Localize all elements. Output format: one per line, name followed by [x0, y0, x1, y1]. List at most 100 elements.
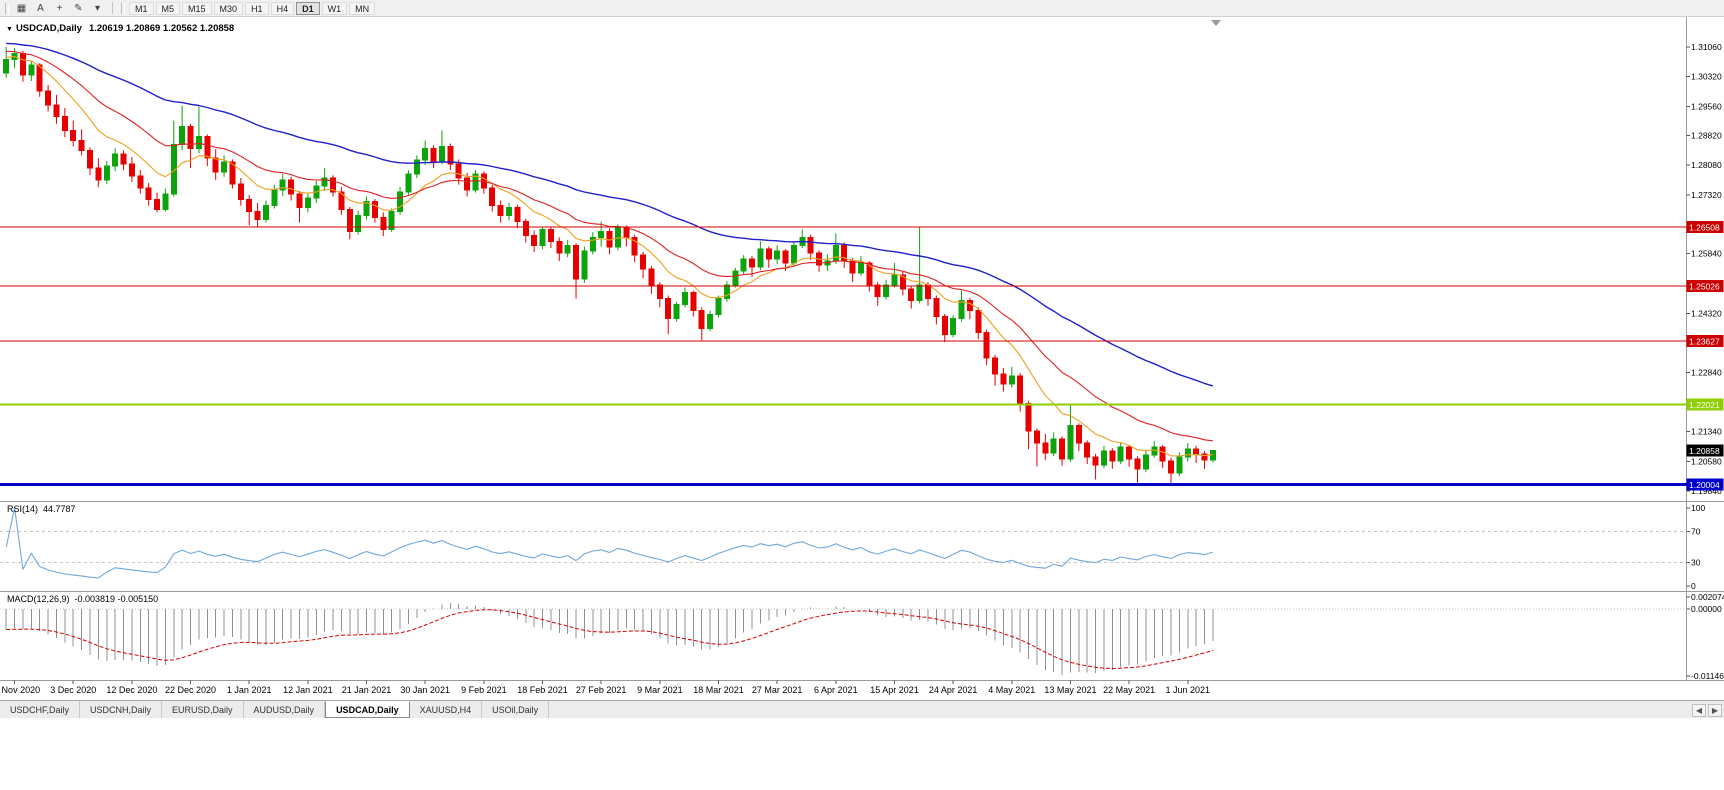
- macd-name: MACD(12,26,9): [7, 594, 70, 604]
- pencil-tool-button[interactable]: ✎: [74, 3, 83, 14]
- svg-text:1.20858: 1.20858: [1689, 446, 1720, 456]
- svg-text:4 May 2021: 4 May 2021: [988, 685, 1035, 695]
- timeframes-group: M1 M5 M15 M30 H1 H4 D1 W1 MN: [128, 1, 376, 15]
- rsi-name: RSI(14): [7, 504, 39, 514]
- svg-text:1.28080: 1.28080: [1691, 160, 1722, 170]
- svg-text:1.20580: 1.20580: [1691, 457, 1722, 467]
- svg-text:15 Apr 2021: 15 Apr 2021: [870, 685, 919, 695]
- chart-ohlc-values: 1.20619 1.20869 1.20562 1.20858: [88, 23, 235, 34]
- timeframe-button-m15[interactable]: M15: [182, 1, 212, 15]
- svg-text:1 Jan 2021: 1 Jan 2021: [227, 685, 272, 695]
- svg-text:1.30320: 1.30320: [1691, 71, 1722, 81]
- chart-window-icon[interactable]: ▦: [16, 3, 27, 14]
- svg-text:1.25840: 1.25840: [1691, 249, 1722, 259]
- svg-text:1 Jun 2021: 1 Jun 2021: [1165, 685, 1210, 695]
- svg-text:1.22840: 1.22840: [1691, 367, 1722, 377]
- svg-text:24 Apr 2021: 24 Apr 2021: [929, 685, 978, 695]
- timeframe-button-h4[interactable]: H4: [270, 1, 295, 15]
- svg-text:1.19840: 1.19840: [1691, 486, 1722, 496]
- chart-tab-usdcnh-daily[interactable]: USDCNH,Daily: [80, 701, 163, 718]
- moving-average-lines: [6, 42, 1214, 457]
- chart-symbol-label: USDCAD,Daily: [15, 23, 82, 34]
- svg-text:18 Mar 2021: 18 Mar 2021: [693, 685, 744, 695]
- tab-scroll-left-button[interactable]: ◀: [1692, 703, 1706, 717]
- price-axis: 1.31060 1.30320 1.29560 1.28820 1.28080 1.273…: [1686, 42, 1722, 496]
- chart-tabs: USDCHF,Daily USDCNH,Daily EURUSD,Daily AUDU…: [0, 701, 550, 718]
- candlestick-series: [3, 47, 1216, 484]
- chart-shift-marker: [1211, 20, 1221, 26]
- svg-text:27 Feb 2021: 27 Feb 2021: [576, 685, 627, 695]
- chart-tab-eurusd-daily[interactable]: EURUSD,Daily: [162, 701, 244, 718]
- svg-text:9 Feb 2021: 9 Feb 2021: [461, 685, 507, 695]
- crosshair-button[interactable]: +: [56, 3, 63, 14]
- svg-text:24 Nov 2020: 24 Nov 2020: [0, 685, 40, 695]
- svg-text:1.21340: 1.21340: [1691, 427, 1722, 437]
- svg-text:13 May 2021: 13 May 2021: [1044, 685, 1096, 695]
- chart-tab-usdchf-daily[interactable]: USDCHF,Daily: [0, 701, 81, 718]
- svg-text:0.00000: 0.00000: [1691, 604, 1722, 614]
- rsi-indicator-label: RSI(14) 44.7787: [7, 504, 76, 514]
- svg-text:1.28820: 1.28820: [1691, 131, 1722, 141]
- timeframe-button-w1[interactable]: W1: [321, 1, 348, 15]
- macd-indicator-label: MACD(12,26,9) -0.003819 -0.005150: [7, 594, 158, 604]
- svg-text:30 Jan 2021: 30 Jan 2021: [400, 685, 450, 695]
- svg-text:27 Mar 2021: 27 Mar 2021: [752, 685, 803, 695]
- toolbar-grip[interactable]: [5, 2, 9, 14]
- timeframe-button-m30[interactable]: M30: [213, 1, 244, 15]
- svg-text:1.22021: 1.22021: [1689, 400, 1720, 410]
- svg-text:1.26508: 1.26508: [1689, 223, 1720, 233]
- svg-text:1.20004: 1.20004: [1689, 480, 1720, 490]
- chart-collapse-icon[interactable]: ▼: [6, 26, 13, 33]
- svg-text:1.23627: 1.23627: [1689, 337, 1720, 347]
- svg-text:0.002074: 0.002074: [1691, 592, 1724, 602]
- time-axis: 24 Nov 2020 3 Dec 2020 12 Dec 2020 22 Dec 2…: [0, 680, 1210, 695]
- price-chart-canvas[interactable]: 1.31060 1.30320 1.29560 1.28820 1.28080 1.273…: [0, 17, 1724, 700]
- svg-text:1.25026: 1.25026: [1689, 281, 1720, 291]
- svg-text:1.29560: 1.29560: [1691, 101, 1722, 111]
- timeframe-button-h1[interactable]: H1: [245, 1, 269, 15]
- text-annotation-button[interactable]: A: [37, 3, 44, 14]
- svg-text:3 Dec 2020: 3 Dec 2020: [50, 685, 96, 695]
- svg-text:22 May 2021: 22 May 2021: [1103, 685, 1155, 695]
- svg-text:21 Jan 2021: 21 Jan 2021: [342, 685, 392, 695]
- chart-tab-usoil-daily[interactable]: USOil,Daily: [482, 701, 550, 718]
- macd-values: -0.003819 -0.005150: [74, 594, 159, 604]
- timeframe-button-m5[interactable]: M5: [155, 1, 181, 15]
- timeframe-button-m1[interactable]: M1: [129, 1, 154, 15]
- svg-text:1.24320: 1.24320: [1691, 309, 1722, 319]
- svg-text:18 Feb 2021: 18 Feb 2021: [517, 685, 568, 695]
- timeframe-button-mn[interactable]: MN: [349, 1, 376, 15]
- svg-text:1.27320: 1.27320: [1691, 190, 1722, 200]
- timeframe-button-d1[interactable]: D1: [296, 1, 320, 15]
- svg-text:100: 100: [1691, 503, 1705, 513]
- toolbar-separator: [112, 2, 113, 14]
- macd-panel: 0.002074 0.00000 -0.011460: [0, 592, 1724, 681]
- svg-text:12 Jan 2021: 12 Jan 2021: [283, 685, 333, 695]
- chart-toolbar: ▦ A + ✎ ▾ M1 M5 M15 M30 H1 H4 D1 W1 MN: [0, 0, 1724, 17]
- svg-text:9 Mar 2021: 9 Mar 2021: [637, 685, 683, 695]
- svg-text:70: 70: [1691, 526, 1701, 536]
- chart-tab-xauusd-h4[interactable]: XAUUSD,H4: [410, 701, 483, 718]
- chart-tab-bar: USDCHF,Daily USDCNH,Daily EURUSD,Daily AUDU…: [0, 700, 1724, 718]
- svg-text:30: 30: [1691, 558, 1701, 568]
- panel-separators: [0, 17, 1724, 681]
- svg-text:1.31060: 1.31060: [1691, 42, 1722, 52]
- svg-text:22 Dec 2020: 22 Dec 2020: [165, 685, 216, 695]
- toolbar-grip-2[interactable]: [121, 2, 125, 14]
- tab-scroll-right-button[interactable]: ▶: [1708, 703, 1722, 717]
- rsi-value: 44.7787: [43, 504, 76, 514]
- chart-tab-usdcad-daily[interactable]: USDCAD,Daily: [325, 701, 410, 718]
- horizontal-level-lines: [0, 226, 1687, 487]
- pencil-dropdown-caret[interactable]: ▾: [94, 3, 101, 14]
- chart-tab-audusd-daily[interactable]: AUDUSD,Daily: [244, 701, 326, 718]
- drawing-tools-group: ▦ A + ✎ ▾: [12, 1, 107, 15]
- svg-text:6 Apr 2021: 6 Apr 2021: [814, 685, 858, 695]
- svg-text:0: 0: [1691, 581, 1696, 591]
- chart-title: ▼ USDCAD,Daily 1.20619 1.20869 1.20562 1.2…: [6, 23, 234, 34]
- rsi-panel: 100 70 30 0: [0, 503, 1705, 591]
- price-axis-badges: 1.26508 1.25026 1.23627 1.22021 1.20004 1.208…: [1686, 221, 1724, 491]
- svg-text:-0.011460: -0.011460: [1691, 671, 1724, 681]
- tab-scroll-group: ◀ ▶: [1690, 701, 1722, 719]
- svg-text:12 Dec 2020: 12 Dec 2020: [106, 685, 157, 695]
